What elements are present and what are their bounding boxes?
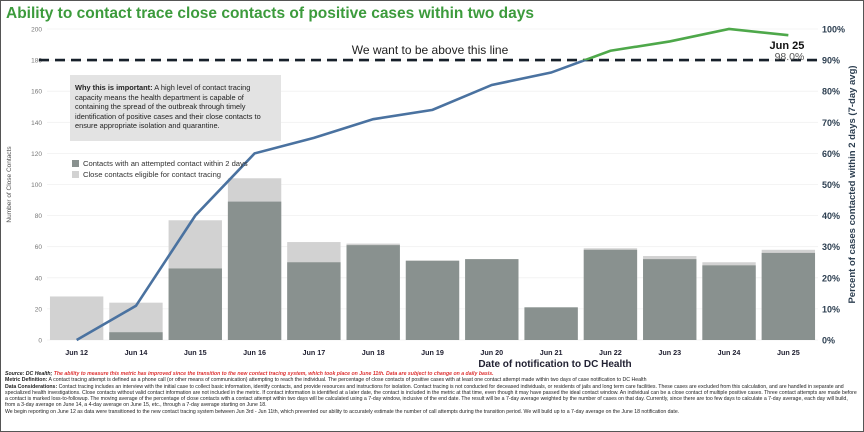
metric-text: A contact tracing attempt is defined as … <box>47 377 647 384</box>
legend: Contacts with an attempted contact withi… <box>72 158 248 180</box>
y2-tick-label: 70% <box>822 118 840 128</box>
metric-label: Metric Definition: <box>5 377 48 384</box>
bar-attempted <box>168 268 222 340</box>
x-tick-label: Jun 15 <box>184 348 207 357</box>
bar-attempted <box>702 265 756 340</box>
y2-tick-label: 20% <box>822 273 840 283</box>
bar-attempted <box>227 201 282 340</box>
bar-attempted <box>405 260 460 340</box>
last-point-value: 98.0% <box>775 51 805 63</box>
x-tick-label: Jun 25 <box>777 348 800 357</box>
info-box: Why this is important: A high level of c… <box>70 75 281 141</box>
y2-tick-label: 90% <box>822 56 840 66</box>
line-below-target <box>76 60 589 342</box>
bar-attempted <box>524 307 578 340</box>
y2-tick-label: 100% <box>822 25 845 35</box>
y2-tick-label: 0% <box>822 336 835 346</box>
legend-swatch <box>72 160 79 167</box>
legend-item-eligible: Close contacts eligible for contact trac… <box>72 169 248 180</box>
x-tick-label: Jun 24 <box>718 348 741 357</box>
legend-swatch <box>72 171 79 178</box>
x-tick-label: Jun 16 <box>243 348 266 357</box>
y2-tick-label: 50% <box>822 180 840 190</box>
chart-title: Ability to contact trace close contacts … <box>6 5 534 22</box>
y-tick-label: 200 <box>31 27 42 34</box>
y-tick-label: 0 <box>38 338 42 345</box>
legend-label: Contacts with an attempted contact withi… <box>83 159 248 168</box>
last-point-date: Jun 25 <box>769 40 804 52</box>
y-tick-label: 20 <box>35 306 43 313</box>
x-tick-label: Jun 21 <box>540 348 563 357</box>
y-tick-label: 140 <box>31 120 42 127</box>
x-tick-label: Jun 22 <box>599 348 622 357</box>
x-axis-title: Date of notification to DC Health <box>478 359 632 370</box>
y-tick-label: 100 <box>31 182 42 189</box>
bar-attempted <box>287 262 341 340</box>
target-label: We want to be above this line <box>352 43 509 57</box>
source-label: Source: DC Health; <box>5 371 53 377</box>
y-tick-label: 180 <box>31 58 42 65</box>
info-heading: Why this is important: <box>75 83 153 92</box>
y-tick-label: 40 <box>35 275 43 282</box>
y2-axis-title: Percent of cases contacted within 2 days… <box>847 65 858 303</box>
legend-label: Close contacts eligible for contact trac… <box>83 170 222 179</box>
bar-attempted <box>583 249 638 340</box>
x-tick-label: Jun 14 <box>125 348 148 357</box>
x-tick-label: Jun 20 <box>480 348 503 357</box>
x-tick-label: Jun 18 <box>362 348 385 357</box>
bar-attempted <box>346 245 400 340</box>
x-tick-label: Jun 19 <box>421 348 444 357</box>
bar-eligible <box>49 296 104 340</box>
data-text: Contact tracing includes an interview wi… <box>5 383 857 409</box>
bar-attempted <box>109 332 163 340</box>
y2-tick-label: 30% <box>822 242 840 252</box>
y-axis-title: Number of Close Contacts <box>6 146 13 223</box>
bar-attempted <box>465 259 519 340</box>
y-tick-label: 160 <box>31 89 42 96</box>
y2-tick-label: 10% <box>822 304 840 314</box>
y2-tick-label: 60% <box>822 149 840 159</box>
y-tick-label: 120 <box>31 151 42 158</box>
footnotes: Source: DC Health; The ability to measur… <box>5 371 857 415</box>
source-text: The ability to measure this metric has i… <box>52 371 494 377</box>
y-tick-label: 60 <box>35 244 43 251</box>
data-label: Data Considerations: <box>5 383 58 390</box>
y2-tick-label: 40% <box>822 211 840 221</box>
legend-item-attempted: Contacts with an attempted contact withi… <box>72 158 248 169</box>
line-above-target <box>581 27 789 61</box>
y2-tick-label: 80% <box>822 87 840 97</box>
x-tick-label: Jun 17 <box>302 348 325 357</box>
bar-attempted <box>643 259 697 340</box>
begin-text: We begin reporting on June 12 as data we… <box>5 408 680 415</box>
x-tick-label: Jun 23 <box>658 348 681 357</box>
bar-attempted <box>761 252 816 340</box>
info-body: A high level of contact tracing capacity… <box>75 83 261 131</box>
x-tick-label: Jun 12 <box>65 348 88 357</box>
y-tick-label: 80 <box>35 213 43 220</box>
